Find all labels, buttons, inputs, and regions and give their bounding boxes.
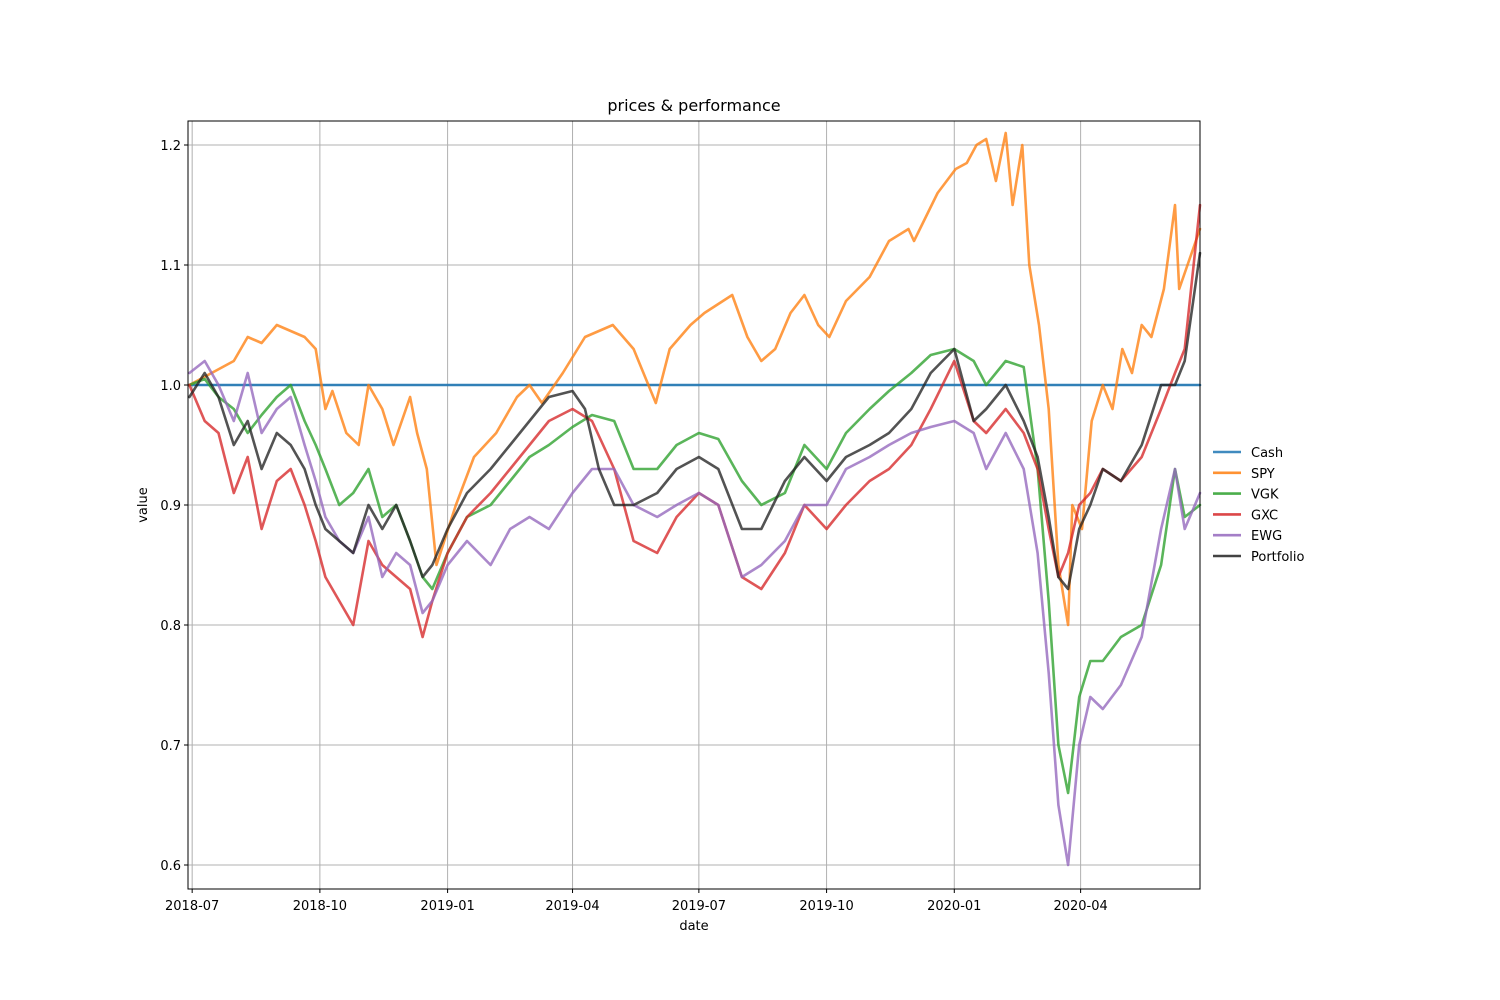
series-line-ewg xyxy=(188,359,1202,867)
series-lines xyxy=(188,131,1202,867)
x-axis-ticks: 2018-07 2018-10 2019-01 2019-04 2019-07 2019-… xyxy=(165,889,1108,914)
x-tick-label: 2019-04 xyxy=(545,899,599,914)
x-tick-label: 2018-10 xyxy=(293,899,347,914)
legend-label-cash: Cash xyxy=(1251,446,1283,461)
x-tick-label: 2018-07 xyxy=(165,899,219,914)
y-tick-label: 0.8 xyxy=(160,619,181,634)
legend-label-vgk: VGK xyxy=(1251,488,1279,503)
x-tick-label: 2019-07 xyxy=(672,899,726,914)
x-tick-label: 2020-01 xyxy=(927,899,981,914)
chart-title: prices & performance xyxy=(607,96,780,115)
x-axis-label: date xyxy=(679,919,708,934)
series-line-vgk xyxy=(188,347,1202,795)
x-tick-label: 2019-10 xyxy=(799,899,853,914)
x-tick-label: 2020-04 xyxy=(1053,899,1107,914)
y-tick-label: 1.2 xyxy=(160,139,181,154)
legend-label-portfolio: Portfolio xyxy=(1251,550,1305,565)
legend: Cash SPY VGK GXC EWG Portfolio xyxy=(1213,446,1305,565)
y-axis-label: value xyxy=(136,487,151,523)
y-tick-label: 0.9 xyxy=(160,499,181,514)
y-tick-label: 1.0 xyxy=(160,379,181,394)
y-axis-ticks: 0.6 0.7 0.8 0.9 1.0 1.1 1.2 xyxy=(160,139,188,874)
legend-label-spy: SPY xyxy=(1251,467,1275,482)
series-line-portfolio xyxy=(188,251,1202,591)
grid xyxy=(188,121,1200,889)
y-tick-label: 0.6 xyxy=(160,859,181,874)
legend-label-ewg: EWG xyxy=(1251,529,1282,544)
legend-label-gxc: GXC xyxy=(1251,508,1278,523)
y-tick-label: 0.7 xyxy=(160,739,181,754)
x-tick-label: 2019-01 xyxy=(420,899,474,914)
y-tick-label: 1.1 xyxy=(160,259,181,274)
